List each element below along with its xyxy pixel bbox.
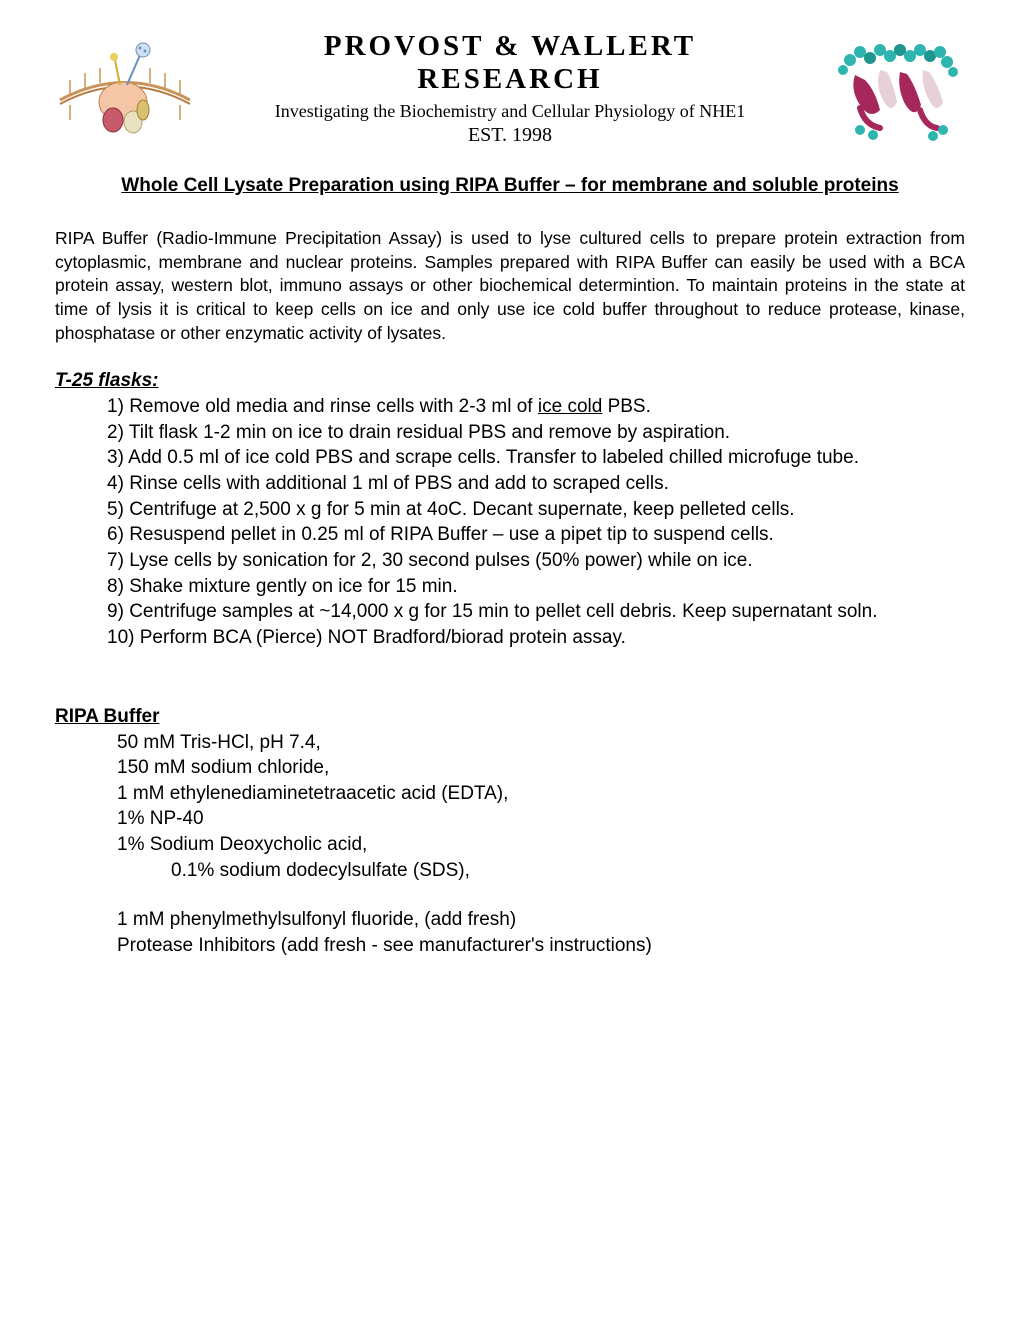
step-4: Rinse cells with additional 1 ml of PBS … (107, 471, 965, 497)
step-8: Shake mixture gently on ice for 15 min. (107, 574, 965, 600)
ripa-line: Protease Inhibitors (add fresh - see man… (117, 933, 965, 959)
protein-structure-icon (825, 30, 965, 150)
step-3: Add 0.5 ml of ice cold PBS and scrape ce… (107, 445, 965, 471)
flasks-heading: T-25 flasks: (55, 370, 965, 392)
org-established: EST. 1998 (205, 124, 815, 147)
intro-paragraph: RIPA Buffer (Radio-Immune Precipitation … (55, 227, 965, 345)
step-10: Perform BCA (Pierce) NOT Bradford/biorad… (107, 625, 965, 651)
document-title: Whole Cell Lysate Preparation using RIPA… (55, 175, 965, 197)
ripa-line: 1% NP-40 (117, 806, 965, 832)
ripa-buffer-section: RIPA Buffer 50 mM Tris-HCl, pH 7.4, 150 … (55, 706, 965, 959)
step-1: Remove old media and rinse cells with 2-… (107, 394, 965, 420)
header: PROVOST & WALLERT RESEARCH Investigating… (55, 30, 965, 150)
step-2: Tilt flask 1-2 min on ice to drain resid… (107, 420, 965, 446)
ripa-line: 150 mM sodium chloride, (117, 755, 965, 781)
ripa-line: 1 mM ethylenediaminetetraacetic acid (ED… (117, 781, 965, 807)
ripa-line: 50 mM Tris-HCl, pH 7.4, (117, 730, 965, 756)
protocol-steps: Remove old media and rinse cells with 2-… (107, 394, 965, 650)
page: PROVOST & WALLERT RESEARCH Investigating… (0, 0, 1020, 959)
org-title: PROVOST & WALLERT RESEARCH (205, 30, 815, 97)
cell-illustration-icon (55, 30, 195, 150)
header-text: PROVOST & WALLERT RESEARCH Investigating… (205, 30, 815, 147)
ripa-line: 1% Sodium Deoxycholic acid, (117, 832, 965, 858)
step-5: Centrifuge at 2,500 x g for 5 min at 4oC… (107, 497, 965, 523)
step-6: Resuspend pellet in 0.25 ml of RIPA Buff… (107, 522, 965, 548)
ripa-line: 1 mM phenylmethylsulfonyl fluoride, (add… (117, 907, 965, 933)
ripa-heading: RIPA Buffer (55, 706, 965, 728)
ripa-line: 0.1% sodium dodecylsulfate (SDS), (171, 858, 965, 884)
org-subtitle: Investigating the Biochemistry and Cellu… (205, 101, 815, 122)
step-7: Lyse cells by sonication for 2, 30 secon… (107, 548, 965, 574)
step-9: Centrifuge samples at ~14,000 x g for 15… (107, 599, 965, 625)
ripa-composition: 50 mM Tris-HCl, pH 7.4, 150 mM sodium ch… (117, 730, 965, 959)
